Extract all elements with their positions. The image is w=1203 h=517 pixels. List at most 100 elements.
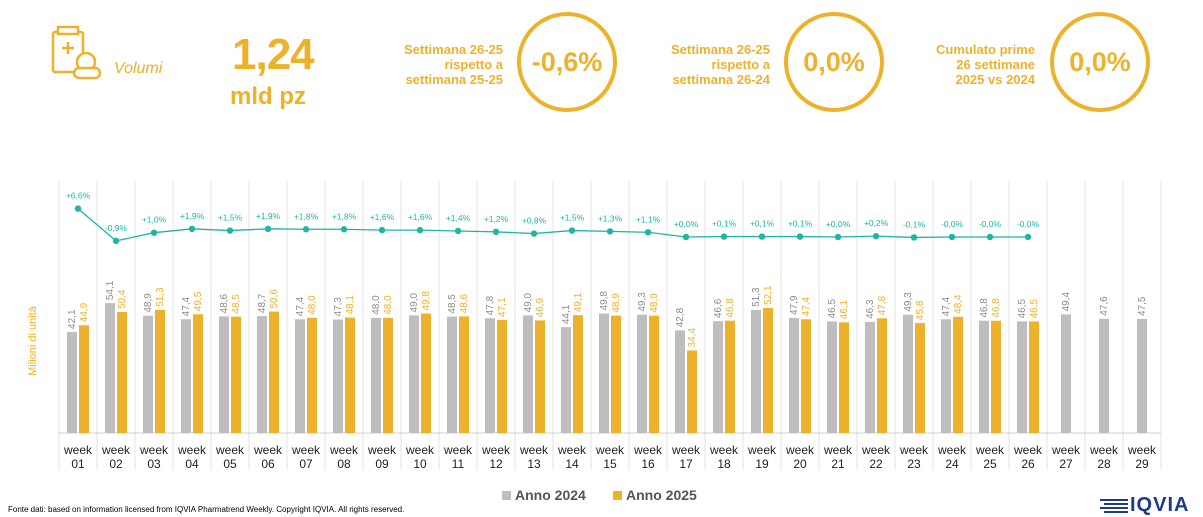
growth-label: +1,5% — [560, 213, 585, 223]
x-tick-label: 07 — [299, 457, 313, 471]
growth-point — [986, 233, 994, 241]
growth-label: +1,9% — [256, 211, 281, 221]
x-tick-label: 04 — [185, 457, 199, 471]
bar-2024 — [903, 314, 913, 433]
x-tick-label: week — [291, 443, 321, 457]
growth-point — [74, 205, 82, 212]
bar-2024 — [257, 316, 267, 433]
growth-point — [1024, 233, 1032, 241]
data-label-2025: 51,3 — [155, 287, 166, 307]
x-tick-label: 12 — [489, 457, 503, 471]
growth-point — [416, 226, 424, 234]
bar-2025 — [687, 350, 697, 433]
big-unit: mld pz — [230, 83, 306, 110]
x-tick-label: 28 — [1097, 457, 1111, 471]
growth-point — [644, 229, 652, 236]
bar-2024 — [865, 321, 875, 433]
bar-2024 — [941, 319, 951, 433]
volumes-icon — [48, 24, 108, 84]
bar-2025 — [801, 319, 811, 433]
x-tick-label: 05 — [223, 457, 237, 471]
bar-2024 — [713, 321, 723, 433]
x-tick-label: week — [595, 443, 625, 457]
bar-2024 — [1017, 321, 1027, 433]
bar-2024 — [485, 318, 495, 433]
growth-label: +6,6% — [66, 191, 91, 201]
bar-2024 — [561, 327, 571, 433]
growth-point — [378, 226, 386, 234]
bar-2024 — [105, 303, 115, 433]
x-tick-label: 10 — [413, 457, 427, 471]
bar-2025 — [953, 316, 963, 433]
data-label-2025: 45,8 — [915, 300, 926, 320]
data-label-2025: 46,9 — [535, 298, 546, 318]
bar-2024 — [1137, 319, 1147, 433]
data-label-2024: 48,7 — [257, 293, 268, 313]
data-label-2025: 48,0 — [307, 295, 318, 315]
growth-label: -0,0% — [941, 219, 964, 229]
x-tick-label: week — [253, 443, 283, 457]
data-label-2025: 46,8 — [725, 298, 736, 318]
data-label-2025: 48,6 — [459, 293, 470, 313]
legend-swatch-2024 — [502, 490, 511, 500]
data-label-2024: 48,0 — [371, 295, 382, 315]
bar-2024 — [181, 319, 191, 433]
data-label-2024: 46,5 — [1017, 298, 1028, 318]
x-tick-label: week — [785, 443, 815, 457]
growth-label: -0,1% — [903, 219, 926, 229]
data-label-2024: 44,1 — [561, 304, 572, 324]
data-label-2024: 42,8 — [675, 307, 686, 327]
growth-label: +1,8% — [294, 211, 319, 221]
kpi-1-label: Settimana 26-25 rispetto a settimana 25-25 — [404, 42, 503, 87]
data-label-2024: 47,9 — [789, 295, 800, 315]
x-tick-label: week — [63, 443, 93, 457]
bar-2025 — [991, 320, 1001, 433]
x-tick-label: week — [671, 443, 701, 457]
x-tick-label: 23 — [907, 457, 921, 471]
data-label-2025: 47,1 — [497, 297, 508, 317]
data-label-2024: 51,3 — [751, 287, 762, 307]
data-label-2024: 47,6 — [1099, 296, 1110, 316]
kpi-3-value: 0,0% — [1050, 12, 1150, 112]
growth-label: +1,5% — [218, 213, 243, 223]
growth-point — [302, 226, 310, 233]
x-tick-label: 08 — [337, 457, 351, 471]
data-label-2025: 47,8 — [877, 295, 888, 315]
kpi-1-value: -0,6% — [517, 12, 617, 112]
bar-2024 — [523, 315, 533, 433]
bar-2025 — [79, 325, 89, 433]
growth-label: +1,9% — [180, 211, 205, 221]
x-tick-label: 29 — [1135, 457, 1149, 471]
data-label-2024: 47,3 — [333, 297, 344, 317]
bar-2024 — [143, 315, 153, 433]
bar-2024 — [409, 315, 419, 433]
growth-point — [948, 233, 956, 241]
x-tick-label: week — [443, 443, 473, 457]
growth-label: +1,3% — [598, 213, 623, 223]
bar-2024 — [333, 319, 343, 433]
data-label-2025: 47,4 — [801, 296, 812, 316]
data-label-2025: 48,9 — [611, 293, 622, 313]
x-tick-label: 13 — [527, 457, 541, 471]
bar-2025 — [117, 312, 127, 433]
data-label-2024: 47,8 — [485, 295, 496, 315]
x-tick-label: week — [519, 443, 549, 457]
x-tick-label: 26 — [1021, 457, 1035, 471]
growth-label: +1,6% — [408, 212, 433, 222]
growth-point — [872, 232, 880, 240]
x-tick-label: week — [177, 443, 207, 457]
data-label-2024: 49,3 — [903, 292, 914, 312]
kpi-2-label: Settimana 26-25 rispetto a settimana 26-24 — [671, 42, 770, 87]
data-label-2024: 49,8 — [599, 291, 610, 311]
bar-2025 — [345, 317, 355, 433]
bar-2025 — [725, 320, 735, 433]
data-label-2024: 42,1 — [67, 309, 78, 329]
x-tick-label: week — [975, 443, 1005, 457]
category-label: Volumi — [114, 60, 163, 77]
growth-label: -0,9% — [105, 223, 128, 233]
x-tick-label: 21 — [831, 457, 845, 471]
x-tick-label: 02 — [109, 457, 123, 471]
data-label-2025: 34,4 — [687, 328, 698, 348]
bar-2024 — [599, 313, 609, 433]
bar-2025 — [573, 315, 583, 433]
